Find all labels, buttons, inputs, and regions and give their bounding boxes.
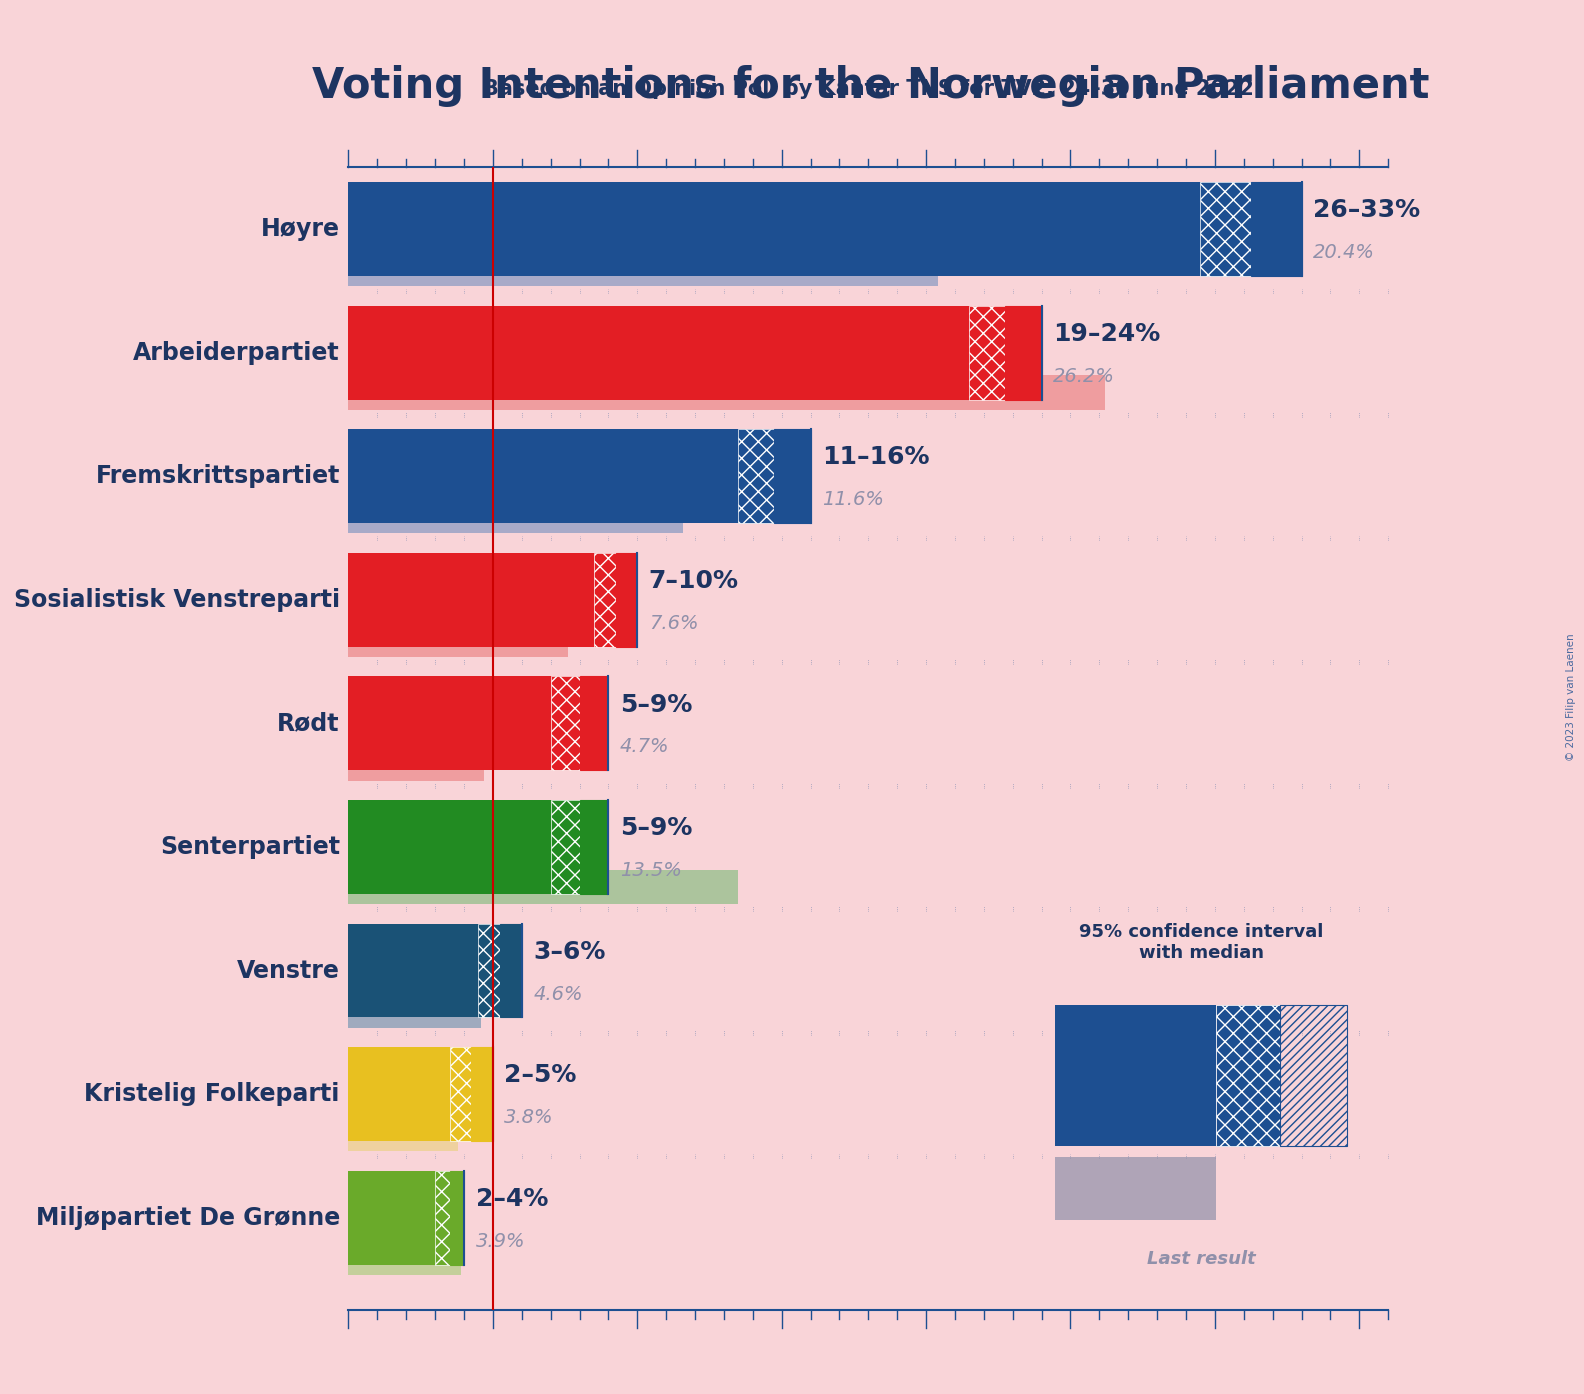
Bar xyxy=(348,746,485,781)
Text: Last result: Last result xyxy=(1147,1249,1256,1267)
Text: 3.9%: 3.9% xyxy=(475,1232,524,1250)
Bar xyxy=(738,429,811,523)
Bar xyxy=(580,676,608,771)
Text: 2–4%: 2–4% xyxy=(475,1186,548,1211)
Bar xyxy=(969,305,1006,400)
Bar xyxy=(450,1171,464,1264)
Text: Based on an Opinion Poll by Kantar TNS for TV2, 24–30 June 2022: Based on an Opinion Poll by Kantar TNS f… xyxy=(483,79,1255,99)
Bar xyxy=(348,1171,436,1264)
Bar xyxy=(738,429,775,523)
Text: 95% confidence interval
with median: 95% confidence interval with median xyxy=(1079,923,1323,962)
Text: 11–16%: 11–16% xyxy=(822,446,930,470)
Bar xyxy=(348,622,569,657)
Text: 26–33%: 26–33% xyxy=(1313,198,1421,222)
Bar xyxy=(470,1047,493,1142)
Bar xyxy=(450,1047,470,1142)
Text: Arbeiderpartiet: Arbeiderpartiet xyxy=(133,340,341,365)
Text: © 2023 Filip van Laenen: © 2023 Filip van Laenen xyxy=(1567,633,1576,761)
Text: 7.6%: 7.6% xyxy=(649,613,699,633)
Text: 13.5%: 13.5% xyxy=(619,861,681,880)
Text: 19–24%: 19–24% xyxy=(1053,322,1161,346)
Bar xyxy=(969,305,1006,400)
Text: 3–6%: 3–6% xyxy=(534,940,605,963)
Bar xyxy=(436,1171,464,1264)
Text: 11.6%: 11.6% xyxy=(822,491,884,509)
Bar xyxy=(450,1047,493,1142)
Bar xyxy=(551,676,580,771)
Text: 3.8%: 3.8% xyxy=(504,1108,554,1128)
Bar xyxy=(738,429,775,523)
Bar xyxy=(551,676,580,771)
Bar xyxy=(348,993,482,1027)
Text: 5–9%: 5–9% xyxy=(619,815,692,841)
Bar xyxy=(501,924,521,1018)
Bar xyxy=(1201,183,1251,276)
Bar xyxy=(478,924,521,1018)
Text: 5–9%: 5–9% xyxy=(619,693,692,717)
Bar xyxy=(348,183,1201,276)
Bar xyxy=(348,676,551,771)
Text: Sosialistisk Venstreparti: Sosialistisk Venstreparti xyxy=(14,588,341,612)
Bar xyxy=(348,1117,458,1151)
Bar xyxy=(580,800,608,894)
Text: 4.6%: 4.6% xyxy=(534,984,583,1004)
Bar xyxy=(348,429,738,523)
Bar xyxy=(348,375,1106,410)
Bar xyxy=(348,252,938,286)
Bar xyxy=(969,305,1042,400)
Bar xyxy=(478,924,501,1018)
Bar xyxy=(551,676,608,771)
Bar xyxy=(1201,183,1251,276)
Bar xyxy=(436,1171,450,1264)
Text: Venstre: Venstre xyxy=(238,959,341,983)
Bar xyxy=(616,553,637,647)
Text: Senterpartiet: Senterpartiet xyxy=(160,835,341,859)
Bar xyxy=(1215,1005,1280,1146)
Bar xyxy=(478,924,501,1018)
Text: 7–10%: 7–10% xyxy=(649,569,738,592)
Bar xyxy=(551,800,580,894)
Bar xyxy=(594,553,616,647)
Bar xyxy=(1055,1157,1215,1220)
Bar xyxy=(1006,305,1042,400)
Bar xyxy=(775,429,811,523)
Text: Høyre: Høyre xyxy=(261,217,341,241)
Title: Voting Intentions for the Norwegian Parliament: Voting Intentions for the Norwegian Parl… xyxy=(312,66,1430,107)
Text: Rødt: Rødt xyxy=(277,711,341,736)
Text: 4.7%: 4.7% xyxy=(619,737,670,757)
Bar xyxy=(348,924,478,1018)
Bar xyxy=(348,499,683,534)
Bar xyxy=(348,1241,461,1276)
Bar xyxy=(348,800,551,894)
Bar xyxy=(348,553,594,647)
Bar xyxy=(594,553,637,647)
Text: Miljøpartiet De Grønne: Miljøpartiet De Grønne xyxy=(35,1206,341,1230)
Bar xyxy=(348,305,969,400)
Bar xyxy=(1055,1005,1215,1146)
Bar xyxy=(348,1047,450,1142)
Bar xyxy=(450,1047,470,1142)
Text: Fremskrittspartiet: Fremskrittspartiet xyxy=(95,464,341,488)
Bar xyxy=(1251,183,1302,276)
Bar xyxy=(1201,183,1302,276)
Bar xyxy=(348,870,738,905)
Text: Kristelig Folkeparti: Kristelig Folkeparti xyxy=(84,1082,341,1105)
Bar xyxy=(551,800,580,894)
Bar xyxy=(436,1171,450,1264)
Text: 20.4%: 20.4% xyxy=(1313,243,1375,262)
Text: 26.2%: 26.2% xyxy=(1053,367,1115,386)
Bar xyxy=(594,553,616,647)
Bar xyxy=(551,800,608,894)
Bar xyxy=(1280,1005,1346,1146)
Text: 2–5%: 2–5% xyxy=(504,1064,577,1087)
